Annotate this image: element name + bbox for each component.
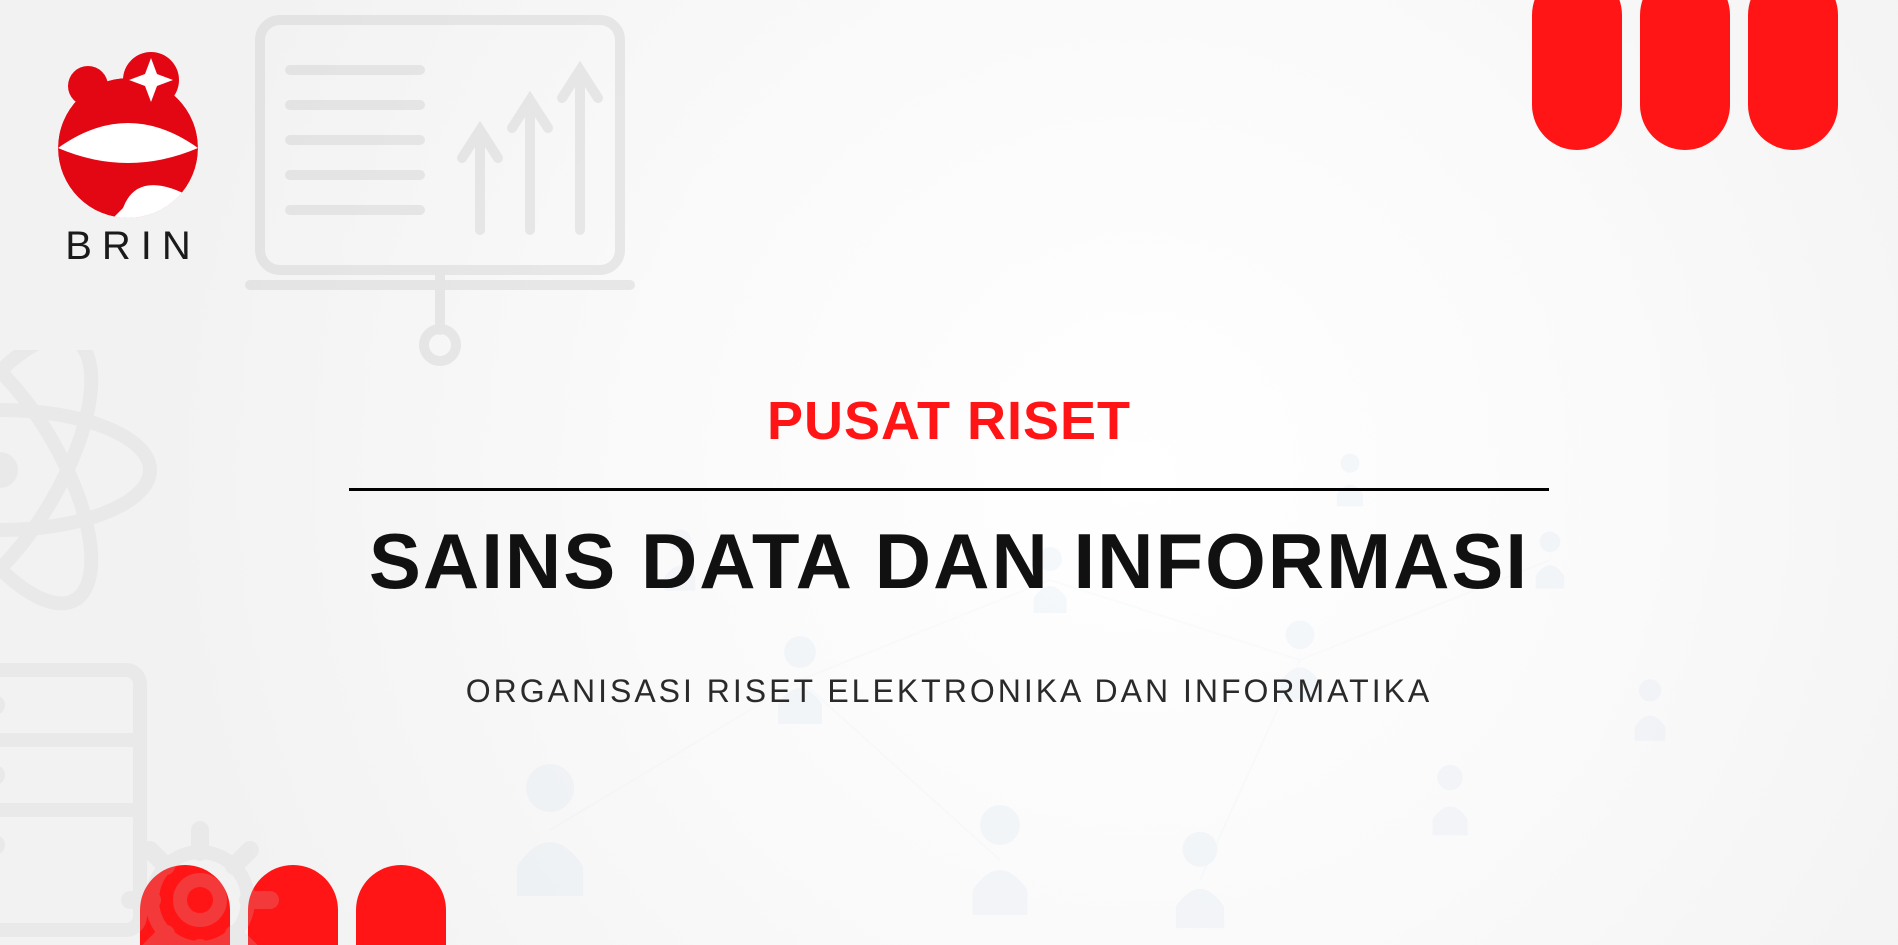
pill-icon xyxy=(1640,0,1730,150)
headline-block: PUSAT RISET SAINS DATA DAN INFORMASI ORG… xyxy=(349,390,1549,710)
pill-icon xyxy=(1748,0,1838,150)
divider-rule xyxy=(349,488,1549,491)
brand-logo: BRIN xyxy=(28,48,228,269)
presentation-board-icon xyxy=(230,0,650,370)
tech-watermark-icon xyxy=(0,350,390,945)
brand-mark-icon xyxy=(43,48,213,218)
brand-name: BRIN xyxy=(28,224,228,269)
corner-pills-top xyxy=(1532,0,1838,150)
headline-subtitle: ORGANISASI RISET ELEKTRONIKA DAN INFORMA… xyxy=(349,673,1549,710)
pill-icon xyxy=(1532,0,1622,150)
headline-title: SAINS DATA DAN INFORMASI xyxy=(349,521,1549,603)
headline-eyebrow: PUSAT RISET xyxy=(349,390,1549,452)
